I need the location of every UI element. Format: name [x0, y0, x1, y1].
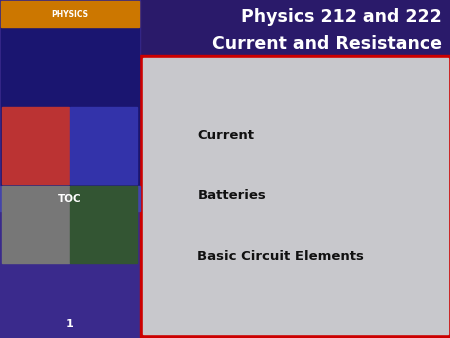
Bar [0, 0, 140, 338]
Text: Batteries: Batteries [198, 189, 266, 202]
Bar [0, 186, 140, 211]
Bar [143, 58, 448, 334]
Bar [2, 186, 69, 263]
Bar [70, 186, 136, 263]
Bar [2, 107, 69, 184]
Text: Basic Circuit Elements: Basic Circuit Elements [198, 250, 364, 263]
Text: PHYSICS: PHYSICS [51, 9, 88, 19]
Text: Current: Current [198, 129, 255, 142]
Text: 1: 1 [66, 319, 74, 329]
Bar [140, 55, 450, 337]
Text: Current and Resistance: Current and Resistance [212, 34, 442, 52]
Bar [1, 1, 139, 186]
Text: TOC: TOC [58, 194, 81, 203]
Bar [70, 107, 136, 184]
Bar [1, 1, 139, 27]
Bar [0, 0, 450, 56]
Text: Physics 212 and 222: Physics 212 and 222 [241, 8, 442, 26]
